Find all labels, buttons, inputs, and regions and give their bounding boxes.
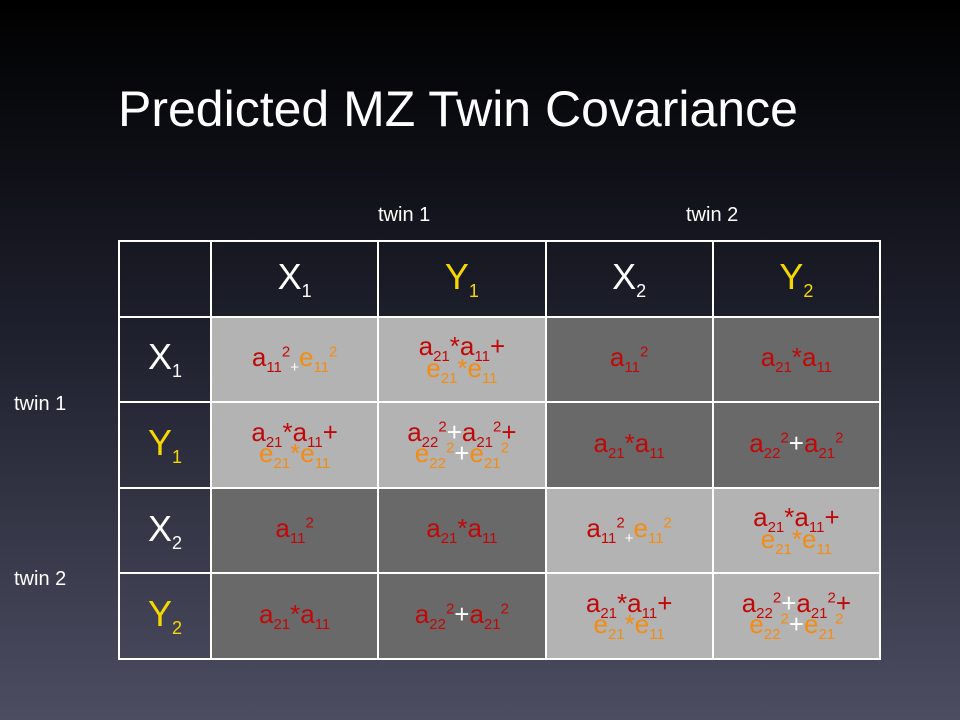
expression-var-y: a222+a212+ e222+e212 bbox=[407, 416, 517, 473]
cell-y2-x1: a21*a11 bbox=[209, 572, 380, 660]
cell-y1-y2: a222+a212 bbox=[711, 401, 882, 489]
col-header-y2: Y2 bbox=[711, 240, 882, 318]
expression-cross-twin: a112 bbox=[275, 513, 314, 548]
col-header-x2: X2 bbox=[544, 240, 714, 318]
expression-cross-twin: a222+a212 bbox=[749, 427, 844, 462]
row-header-x2: X2 bbox=[118, 486, 212, 575]
expression-cov-within: a21*a11+ e21*e11 bbox=[753, 502, 840, 558]
expression-cov-within: a21*a11+ e21*e11 bbox=[585, 588, 673, 644]
expression-cross-twin: a21*a11 bbox=[426, 513, 498, 548]
col-group-label-twin-1: twin 1 bbox=[378, 204, 431, 226]
row-header-x1: X1 bbox=[118, 315, 212, 404]
expression-var-x: a112+e112 bbox=[251, 341, 338, 377]
cell-x2-y2: a21*a11+ e21*e11 bbox=[711, 486, 882, 575]
cell-y1-x1: a21*a11+ e21*e11 bbox=[209, 401, 380, 489]
expression-var-y: a222+a212+ e222+e212 bbox=[741, 588, 852, 644]
cell-x2-y1: a21*a11 bbox=[377, 486, 547, 575]
cell-y2-y2: a222+a212+ e222+e212 bbox=[711, 572, 882, 660]
expression-var-x: a112+e112 bbox=[586, 513, 672, 548]
cell-x2-x1: a112 bbox=[209, 486, 380, 575]
covariance-matrix: X1 Y1 X2 Y2 X1 a112+e112 a21*a11+ e21*e1… bbox=[118, 240, 882, 660]
cell-x1-y1: a21*a11+ e21*e11 bbox=[377, 315, 547, 404]
expression-cross-twin: a222+a212 bbox=[414, 598, 509, 633]
cell-x1-x2: a112 bbox=[544, 315, 714, 404]
header-row: X1 Y1 X2 Y2 bbox=[118, 240, 882, 318]
corner-cell bbox=[118, 240, 212, 318]
cell-y1-y1: a222+a212+ e222+e212 bbox=[377, 401, 547, 489]
cell-y2-y1: a222+a212 bbox=[377, 572, 547, 660]
expression-cross-twin: a21*a11 bbox=[593, 427, 665, 462]
col-group-label-twin-2: twin 2 bbox=[686, 204, 739, 226]
expression-cross-twin: a112 bbox=[609, 341, 649, 377]
cell-y2-x2: a21*a11+ e21*e11 bbox=[544, 572, 714, 660]
cell-x2-x2: a112+e112 bbox=[544, 486, 714, 575]
cell-x1-x1: a112+e112 bbox=[209, 315, 380, 404]
expression-cov-within: a21*a11+ e21*e11 bbox=[251, 416, 338, 473]
matrix-row-x2: X2 a112 a21*a11 a112+e112 a21*a11+ e21*e… bbox=[118, 486, 882, 575]
matrix-row-y2: Y2 a21*a11 a222+a212 a21*a11+ e21*e11 a2… bbox=[118, 572, 882, 660]
expression-cross-twin: a21*a11 bbox=[760, 341, 833, 377]
expression-cov-within: a21*a11+ e21*e11 bbox=[418, 331, 506, 387]
col-header-x1: X1 bbox=[209, 240, 380, 318]
row-group-label-twin-1: twin 1 bbox=[14, 393, 67, 415]
cell-x1-y2: a21*a11 bbox=[711, 315, 882, 404]
row-header-y1: Y1 bbox=[118, 401, 212, 489]
cell-y1-x2: a21*a11 bbox=[544, 401, 714, 489]
row-group-label-twin-2: twin 2 bbox=[14, 568, 67, 590]
slide-title: Predicted MZ Twin Covariance bbox=[118, 81, 798, 137]
expression-cross-twin: a21*a11 bbox=[258, 598, 331, 633]
matrix-row-x1: X1 a112+e112 a21*a11+ e21*e11 a112 a21*a… bbox=[118, 315, 882, 404]
col-header-y1: Y1 bbox=[377, 240, 547, 318]
row-header-y2: Y2 bbox=[118, 572, 212, 660]
matrix-row-y1: Y1 a21*a11+ e21*e11 a222+a212+ e222+e212… bbox=[118, 401, 882, 489]
